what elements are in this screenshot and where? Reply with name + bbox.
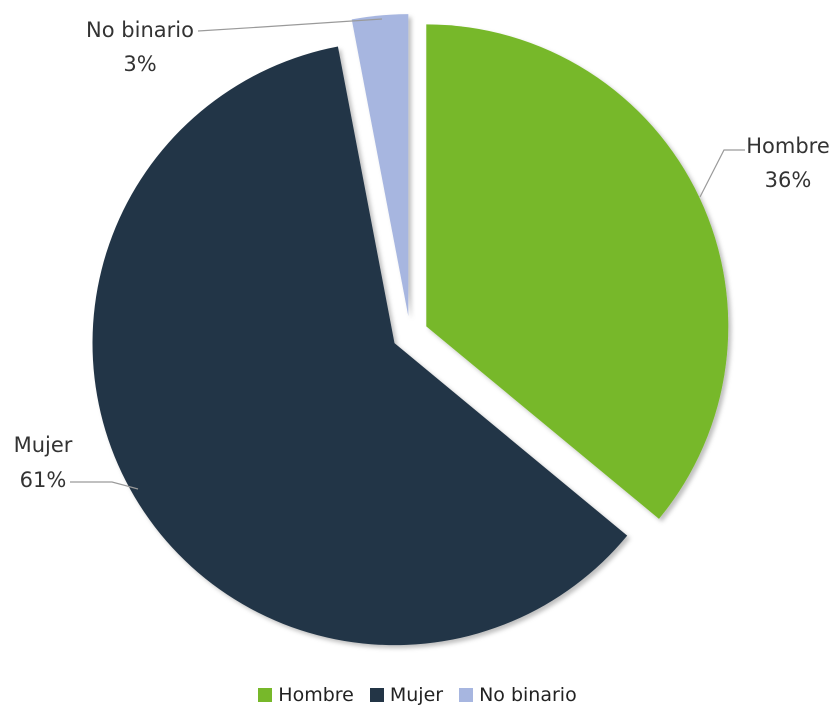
pie-slice-no-binario bbox=[351, 14, 409, 317]
legend-item-hombre: Hombre bbox=[258, 684, 354, 706]
data-label-value-mujer: 61% bbox=[20, 468, 67, 492]
legend-swatch-mujer bbox=[369, 688, 384, 702]
legend-label-hombre: Hombre bbox=[278, 684, 354, 706]
legend-swatch-no-binario bbox=[459, 688, 474, 702]
data-label-value-hombre: 36% bbox=[765, 168, 812, 192]
legend-label-no-binario: No binario bbox=[479, 684, 577, 706]
pie-slice-mujer bbox=[92, 46, 628, 646]
leader-line-hombre bbox=[699, 149, 745, 198]
legend-item-mujer: Mujer bbox=[369, 684, 444, 706]
legend-item-no-binario: No binario bbox=[459, 684, 577, 706]
pie-slice-hombre bbox=[426, 24, 729, 519]
leader-line-no-binario bbox=[197, 18, 383, 32]
leader-line-mujer bbox=[70, 481, 139, 490]
legend-label-mujer: Mujer bbox=[389, 684, 444, 706]
data-label-category-mujer: Mujer bbox=[14, 433, 73, 457]
data-label-category-no-binario: No binario bbox=[86, 18, 194, 42]
chart-legend: Hombre Mujer No binario bbox=[0, 684, 835, 706]
data-label-value-no-binario: 3% bbox=[123, 52, 156, 76]
data-label-category-hombre: Hombre bbox=[746, 134, 830, 158]
legend-swatch-hombre bbox=[258, 688, 273, 702]
